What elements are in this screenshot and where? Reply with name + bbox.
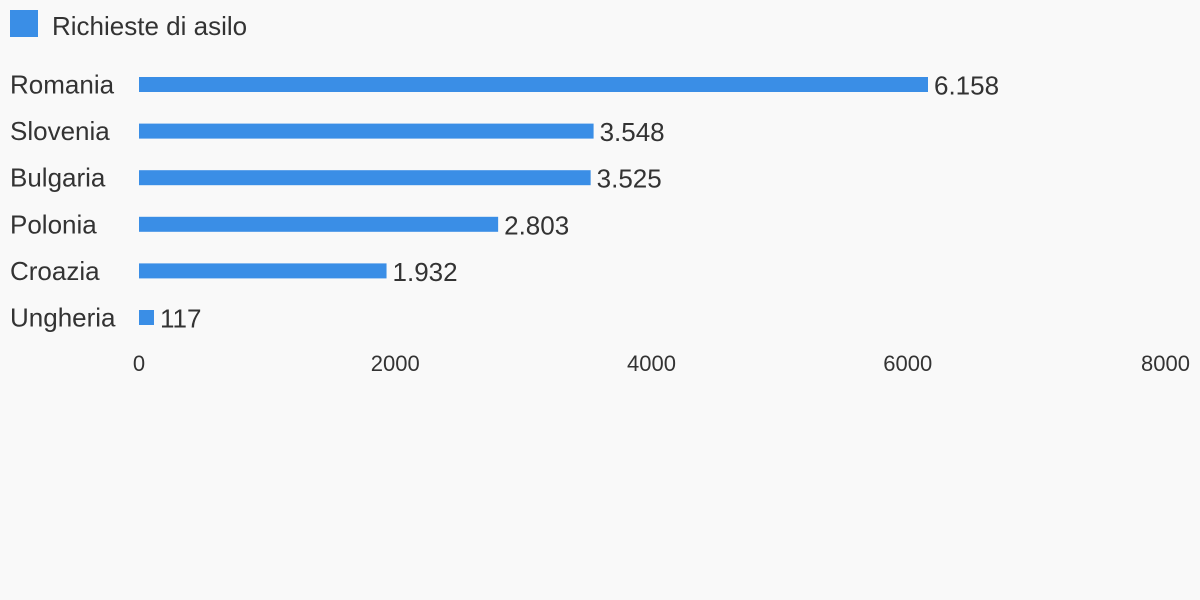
- bar: [139, 263, 387, 279]
- value-label: 6.158: [934, 71, 999, 101]
- value-label: 3.548: [600, 117, 665, 147]
- category-label: Slovenia: [10, 116, 110, 146]
- x-tick-label: 4000: [627, 351, 676, 376]
- bar: [139, 170, 591, 186]
- category-label: Bulgaria: [10, 163, 106, 193]
- legend: Richieste di asilo: [10, 10, 247, 41]
- legend-label: Richieste di asilo: [52, 11, 247, 41]
- value-label: 117: [160, 304, 201, 334]
- value-label: 1.932: [393, 257, 458, 287]
- x-tick-label: 8000: [1141, 351, 1190, 376]
- bar: [139, 216, 499, 232]
- value-labels: 6.158 3.548 3.525 2.803 1.932 117: [160, 71, 999, 334]
- x-tick-label: 6000: [883, 351, 932, 376]
- value-label: 2.803: [504, 210, 569, 240]
- x-tick-label: 2000: [371, 351, 420, 376]
- value-label: 3.525: [597, 164, 662, 194]
- legend-swatch: [10, 10, 38, 37]
- category-label: Polonia: [10, 209, 97, 239]
- x-tick-label: 0: [133, 351, 145, 376]
- bar: [139, 123, 594, 139]
- category-labels: Romania Slovenia Bulgaria Polonia Croazia Ung…: [10, 70, 116, 333]
- bars: [139, 77, 928, 325]
- x-axis-ticks: 0 2000 4000 6000 8000: [133, 351, 1190, 376]
- category-label: Croazia: [10, 256, 100, 286]
- bar: [139, 310, 154, 325]
- category-label: Ungheria: [10, 303, 116, 333]
- category-label: Romania: [10, 70, 115, 100]
- bar: [139, 77, 928, 92]
